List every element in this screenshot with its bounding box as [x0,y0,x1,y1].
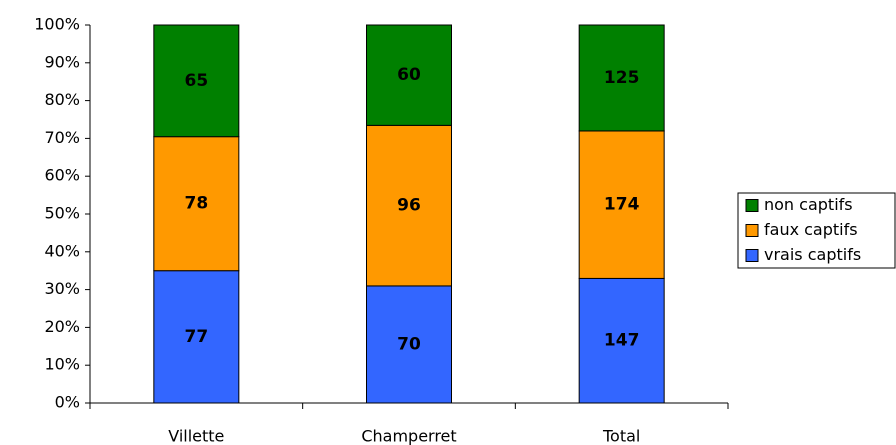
bar-segment [578,24,665,132]
data-label: 174 [604,195,640,215]
y-tick-label: 80% [44,90,80,109]
legend-label: vrais captifs [764,245,861,264]
y-tick-label: 60% [44,166,80,185]
legend-swatch [745,224,759,237]
bar-segment [578,130,665,279]
legend-box [737,192,896,269]
x-tick-label: Total [602,427,640,445]
bar-segment [153,136,240,272]
data-label: 78 [184,194,208,214]
x-tick-label: Champerret [361,427,456,445]
legend-label: non captifs [764,195,853,214]
y-tick-label: 0% [55,393,80,412]
data-label: 147 [604,331,640,351]
y-tick-label: 90% [44,52,80,71]
y-tick-label: 30% [44,279,80,298]
y-tick-label: 50% [44,204,80,223]
data-label: 60 [397,65,421,85]
data-label: 96 [397,196,421,216]
legend-swatch [745,199,759,212]
bar-segment [366,24,452,126]
bar-segment [578,277,665,404]
bar-segment [153,24,240,138]
data-label: 125 [604,68,640,88]
y-tick-label: 40% [44,241,80,260]
y-tick-label: 10% [44,355,80,374]
bar-segment [153,270,240,404]
legend-swatch [745,249,759,262]
x-tick-label: Villette [168,427,224,445]
data-label: 70 [397,334,421,354]
y-tick-label: 70% [44,128,80,147]
legend-label: faux captifs [764,220,858,239]
data-label: 65 [184,71,208,91]
bar-segment [366,285,452,404]
y-tick-label: 20% [44,317,80,336]
data-label: 77 [184,327,208,347]
bar-segment [366,124,452,287]
y-tick-label: 100% [34,15,80,34]
